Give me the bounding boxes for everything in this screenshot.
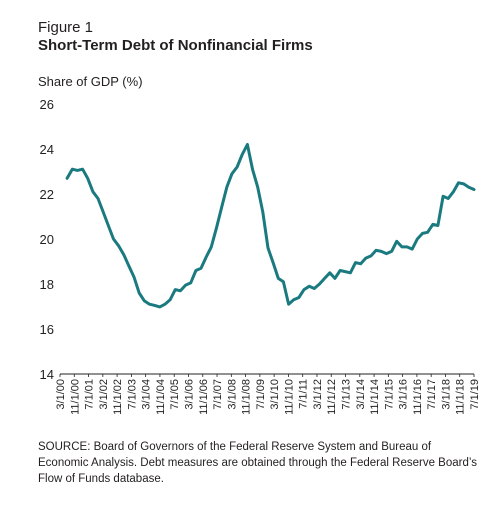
x-tick-label: 3/1/16 [398, 379, 410, 410]
x-tick-label: 11/1/00 [69, 379, 81, 415]
y-tick-label: 24 [40, 142, 54, 157]
y-axis-label: Share of GDP (%) [38, 74, 143, 89]
x-tick-label: 7/1/13 [341, 379, 353, 410]
y-tick-label: 18 [40, 277, 54, 292]
figure-label: Figure 1 [38, 19, 94, 36]
x-tick-label: 7/1/19 [469, 379, 481, 410]
x-tick-label: 3/1/18 [440, 379, 452, 410]
y-tick-label: 16 [40, 322, 54, 337]
x-tick-label: 7/1/11 [298, 379, 310, 409]
x-tick-label: 7/1/15 [383, 379, 395, 410]
x-tick-label: 11/1/10 [283, 379, 295, 415]
source-note: SOURCE: Board of Governors of the Federa… [38, 441, 477, 485]
x-tick-label: 3/1/00 [55, 379, 67, 410]
x-tick-label: 7/1/17 [426, 379, 438, 410]
x-tick-label: 3/1/02 [98, 379, 110, 410]
x-tick-label: 3/1/10 [269, 379, 281, 410]
x-tick-label: 11/1/06 [198, 379, 210, 415]
chart-title: Short-Term Debt of Nonfinancial Firms [38, 37, 313, 54]
x-tick-label: 11/1/04 [155, 379, 167, 415]
x-tick-label: 7/1/05 [169, 379, 181, 410]
x-tick-label: 11/1/12 [326, 379, 338, 415]
x-tick-label: 3/1/08 [226, 379, 238, 410]
series-line [65, 143, 476, 309]
y-axis: 14 16 18 20 22 24 26 [40, 97, 54, 382]
y-tick-label: 14 [40, 367, 54, 382]
y-tick-label: 26 [40, 97, 54, 112]
x-tick-label: 11/1/16 [412, 379, 424, 415]
x-tick-label: 11/1/02 [112, 379, 124, 415]
x-axis: 3/1/00 11/1/00 7/1/01 3/1/02 11/1/02 7/1/03 3/… [55, 374, 481, 415]
x-tick-label: 7/1/07 [212, 379, 224, 410]
x-tick-label: 3/1/12 [312, 379, 324, 410]
x-tick-label: 11/1/18 [455, 379, 467, 415]
x-tick-label: 3/1/04 [141, 379, 153, 410]
line-chart: 14 16 18 20 22 24 26 3/1/00 11/1/00 7/1/01 3/1/02… [40, 97, 481, 415]
x-tick-label: 7/1/09 [255, 379, 267, 410]
x-tick-label: 3/1/14 [355, 379, 367, 410]
x-tick-label: 11/1/08 [241, 379, 253, 415]
x-tick-label: 3/1/06 [183, 379, 195, 410]
y-tick-label: 22 [40, 187, 54, 202]
y-tick-label: 20 [40, 232, 54, 247]
x-tick-label: 7/1/03 [126, 379, 138, 410]
x-tick-label: 7/1/01 [84, 379, 96, 410]
x-tick-label: 11/1/14 [369, 379, 381, 415]
